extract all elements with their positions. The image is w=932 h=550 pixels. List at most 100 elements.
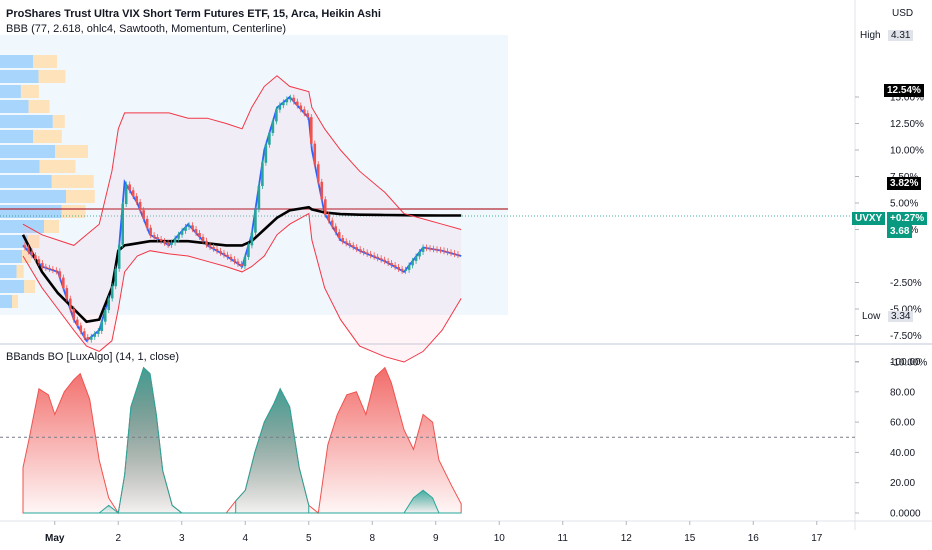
volume-profile-bar [0,160,40,173]
candle-body [400,268,404,271]
candle-body [275,109,278,122]
volume-profile-bar [20,85,39,98]
candle-body [453,253,456,255]
candle-body [337,232,341,238]
candle-body [131,190,135,197]
volume-profile-bar [0,55,33,68]
price-tick-label: 12.50% [890,119,924,130]
candle-body [261,162,264,187]
candle-body [198,233,201,237]
volume-profile-bar [0,145,55,158]
candle-body [418,251,421,257]
volume-profile-bar [27,235,40,248]
time-tick-label: 8 [369,533,375,544]
candle-body [404,269,407,272]
candle-body [208,244,212,247]
candle-body [117,244,121,269]
candle-body [170,242,173,245]
indicator-legend-bbb[interactable]: BBB (77, 2.618, ohlc4, Sawtooth, Momentu… [6,23,287,35]
candle-body [362,250,365,253]
candle-body [257,186,261,210]
volume-profile-bar [0,280,25,293]
candle-body [107,298,111,311]
candle-body [243,257,247,267]
time-tick-label: 12 [621,533,633,544]
volume-profile-bar [16,265,24,278]
candle-body [442,250,446,252]
time-tick-label: 17 [811,533,823,544]
candle-body [456,254,460,256]
candle-body [327,214,331,221]
candle-body [114,268,118,287]
candle-body [323,199,327,215]
candle-body [149,227,152,236]
candle-body [212,246,215,249]
time-tick-label: 11 [558,533,569,544]
candle-body [421,247,425,252]
volume-profile-bar [52,115,65,128]
osc-tick-label: 80.00 [890,387,915,398]
candle-body [41,263,44,267]
volume-profile-bar [0,220,44,233]
candle-body [75,319,79,326]
price-tag: 3.68 [887,225,913,238]
candle-body [93,333,97,337]
price-axis-unit: USD [892,8,914,19]
volume-profile-bar [0,205,62,218]
volume-profile-bar [0,130,33,143]
candle-body [355,247,358,250]
candle-body [128,184,131,191]
volume-profile-bar [55,145,88,158]
price-tick-label: 15.00% [890,93,924,104]
price-tick-label: -5.00% [890,305,922,316]
candle-body [44,266,48,268]
candle-body [240,263,243,267]
lower-band-line [22,212,462,363]
price-tick-label: -7.50% [890,331,922,342]
candle-body [428,248,432,250]
candle-body [432,248,435,250]
volume-profile-bar [12,295,19,308]
candle-body [299,105,303,110]
band-fill [23,75,462,363]
candle-body [435,249,439,251]
volume-profile-bar [0,115,53,128]
volume-profile-bar [0,175,52,188]
candle-body [110,286,114,299]
candle-body [411,260,414,266]
candle-body [184,227,187,231]
candle-body [156,237,159,240]
osc-tick-label: 40.00 [890,448,915,459]
candle-body [393,265,397,267]
symbol-tag[interactable]: UVXY [852,212,886,225]
candle-body [121,204,124,245]
candle-body [142,210,145,219]
candle-body [379,258,383,260]
candle-body [30,251,34,256]
high-label: High [860,30,881,41]
volume-profile-bar [0,235,28,248]
low-label: Low [862,311,881,322]
candle-body [37,259,41,264]
volume-profile-bar [24,280,35,293]
candle-body [348,243,352,246]
candle-body [316,164,320,182]
candle-body [51,269,55,271]
candle-body [62,277,65,289]
candle-body [306,113,310,118]
candle-body [296,101,299,106]
volume-profile-bar [0,70,39,83]
candle-body [145,218,149,228]
candle-body [320,181,324,200]
candle-body [309,117,313,144]
time-tick-label: May [45,533,65,544]
candle-body [23,245,27,248]
osc-tick-label: 20.00 [890,478,915,489]
candle-body [449,252,453,254]
indicator-legend-bbands[interactable]: BBands BO [LuxAlgo] (14, 1, close) [6,351,180,363]
candle-body [390,263,393,266]
candle-body [89,336,93,340]
candle-body [180,230,184,235]
candle-body [205,240,208,245]
upper-band-line [22,75,462,246]
